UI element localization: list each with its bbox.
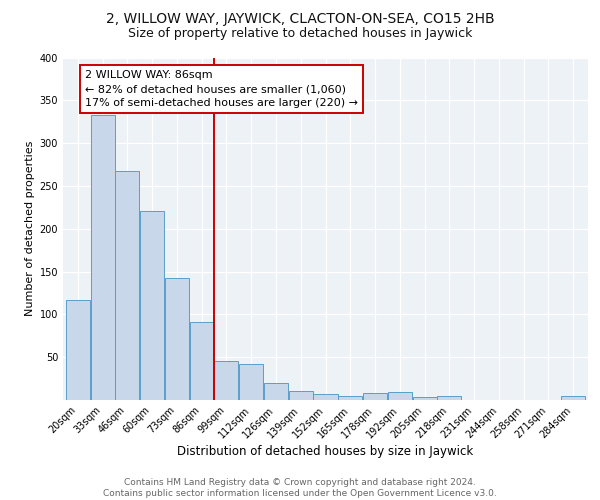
Bar [338, 396, 362, 400]
Bar [437, 396, 461, 400]
Bar [214, 362, 238, 400]
Bar [313, 394, 338, 400]
Bar [66, 300, 90, 400]
Text: 2 WILLOW WAY: 86sqm
← 82% of detached houses are smaller (1,060)
17% of semi-det: 2 WILLOW WAY: 86sqm ← 82% of detached ho… [85, 70, 358, 108]
Bar [561, 396, 585, 400]
Y-axis label: Number of detached properties: Number of detached properties [25, 141, 35, 316]
Bar [363, 393, 387, 400]
Bar [91, 115, 115, 400]
Bar [413, 398, 437, 400]
Bar [289, 392, 313, 400]
X-axis label: Distribution of detached houses by size in Jaywick: Distribution of detached houses by size … [178, 446, 473, 458]
Bar [115, 170, 139, 400]
Bar [388, 392, 412, 400]
Bar [190, 322, 214, 400]
Text: 2, WILLOW WAY, JAYWICK, CLACTON-ON-SEA, CO15 2HB: 2, WILLOW WAY, JAYWICK, CLACTON-ON-SEA, … [106, 12, 494, 26]
Bar [140, 211, 164, 400]
Text: Contains HM Land Registry data © Crown copyright and database right 2024.
Contai: Contains HM Land Registry data © Crown c… [103, 478, 497, 498]
Bar [165, 278, 189, 400]
Bar [264, 383, 288, 400]
Text: Size of property relative to detached houses in Jaywick: Size of property relative to detached ho… [128, 28, 472, 40]
Bar [239, 364, 263, 400]
